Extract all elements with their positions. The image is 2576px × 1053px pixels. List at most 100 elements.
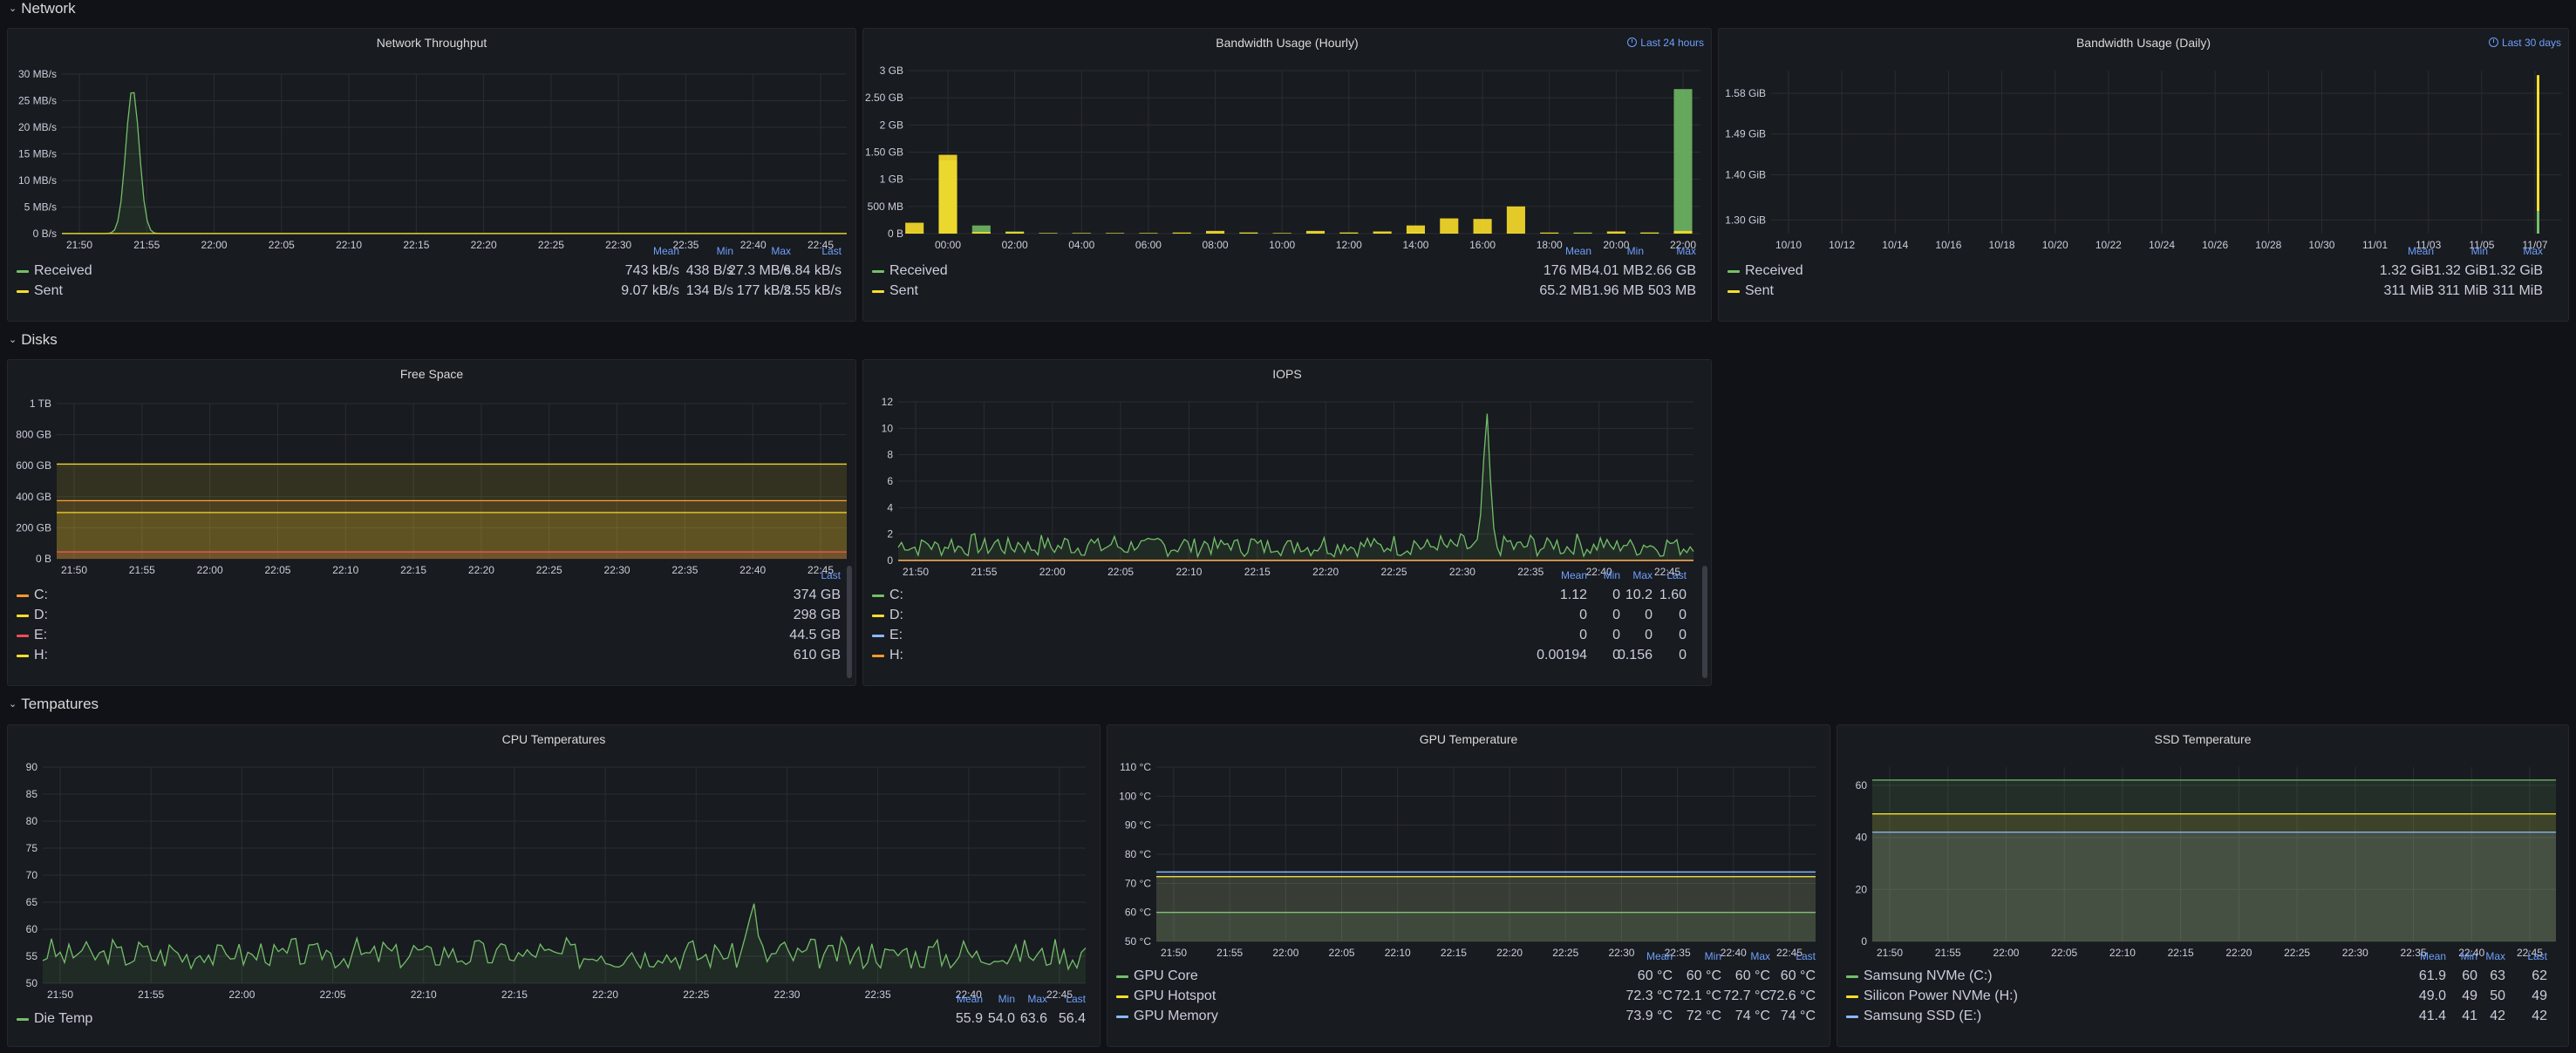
legend-item[interactable]: Received 743 kB/s 438 B/s 27.3 MB/s 6.84 kB/…	[8, 264, 855, 278]
panel-title[interactable]: Bandwidth Usage (Hourly)	[1216, 36, 1359, 50]
legend-column-last[interactable]: Last	[821, 245, 842, 257]
legend-item[interactable]: Samsung SSD (E:) 41.4 41 42 42	[1837, 1009, 2568, 1023]
legend-item[interactable]: GPU Core 60 °C 60 °C 60 °C 60 °C	[1107, 969, 1830, 983]
legend-column-min[interactable]: Min	[2460, 950, 2477, 962]
bar-sent-8[interactable]	[1172, 232, 1191, 234]
bar-sent-14[interactable]	[1373, 231, 1392, 234]
bar-sent-7[interactable]	[1139, 233, 1158, 234]
series-line-die-temp[interactable]	[42, 903, 1087, 971]
row-header-network[interactable]: ⌄ Network	[9, 0, 76, 19]
legend-column-min[interactable]: Min	[2470, 245, 2488, 257]
time-range-badge[interactable]: Last 24 hours	[1627, 37, 1704, 49]
bar-sent-21[interactable]	[1606, 231, 1625, 234]
legend-column-min[interactable]: Min	[1603, 569, 1620, 581]
legend-column-last[interactable]: Last	[1796, 950, 1816, 962]
series-line-received[interactable]	[62, 92, 847, 234]
legend-column-mean[interactable]: Mean	[652, 245, 679, 257]
panel-title[interactable]: GPU Temperature	[1419, 732, 1518, 746]
time-range-badge[interactable]: Last 30 days	[2488, 37, 2561, 49]
legend-item[interactable]: Silicon Power NVMe (H:) 49.0 49 50 49	[1837, 989, 2568, 1003]
bar-received[interactable]	[2537, 211, 2539, 234]
panel-title[interactable]: Network Throughput	[376, 36, 487, 50]
bar-sent-9[interactable]	[1206, 230, 1225, 234]
bar-sent-19[interactable]	[1540, 232, 1559, 234]
row-header-disks[interactable]: ⌄ Disks	[9, 329, 58, 350]
legend-item[interactable]: Die Temp 55.9 54.0 63.6 56.4	[8, 1012, 1100, 1026]
legend-column-mean[interactable]: Mean	[1564, 245, 1591, 257]
bar-received-2[interactable]	[971, 225, 991, 234]
row-header-temperatures[interactable]: ⌄ Tempatures	[9, 694, 99, 715]
legend-column-max[interactable]: Max	[2485, 950, 2505, 962]
legend-column-min[interactable]: Min	[716, 245, 733, 257]
legend-item[interactable]: GPU Hotspot 72.3 °C 72.1 °C 72.7 °C 72.6 °C	[1107, 989, 1830, 1003]
bar-sent-10[interactable]	[1239, 232, 1258, 234]
panel-cpu-temperatures[interactable]: CPU Temperatures 50 55 60 65 70 75 80 85 90 21:50 2…	[7, 724, 1101, 1047]
legend-item[interactable]: Sent 65.2 MB 1.96 MB 503 MB	[863, 284, 1711, 298]
legend-column-mean[interactable]: Mean	[2407, 245, 2434, 257]
legend-column-max[interactable]: Max	[1027, 993, 1047, 1005]
bar-received-23[interactable]	[1673, 89, 1693, 234]
legend-item[interactable]: E: 0 0 0 0	[863, 628, 1711, 642]
panel-bandwidth-daily[interactable]: Bandwidth Usage (Daily) Last 30 days 1.30 …	[1718, 28, 2569, 322]
bar-sent-15[interactable]	[1406, 225, 1425, 234]
bar-sent-18[interactable]	[1506, 206, 1525, 234]
bar-sent-23[interactable]	[1673, 230, 1693, 234]
legend-scrollbar[interactable]	[847, 566, 852, 678]
bar-sent-13[interactable]	[1339, 232, 1359, 234]
legend-column-max[interactable]: Max	[1750, 950, 1770, 962]
bar-sent-12[interactable]	[1305, 230, 1325, 234]
legend-column-max[interactable]: Max	[1676, 245, 1696, 257]
bar-sent-17[interactable]	[1473, 219, 1492, 234]
legend-item[interactable]: Received 176 MB 4.01 MB 2.66 GB	[863, 264, 1711, 278]
legend-item[interactable]: Received 1.32 GiB 1.32 GiB 1.32 GiB	[1719, 264, 2568, 278]
bar-sent[interactable]	[2537, 75, 2539, 212]
legend-item[interactable]: D: 0 0 0 0	[863, 608, 1711, 622]
legend-scrollbar[interactable]	[1702, 566, 1707, 678]
bar-sent-3[interactable]	[1005, 232, 1025, 234]
legend-item[interactable]: H: 0.00194 0 0.156 0	[863, 649, 1711, 662]
bar-sent-11[interactable]	[1272, 233, 1291, 234]
panel-ssd-temperature[interactable]: SSD Temperature 0 20 40 60 21:50 21:55 22:00 22:…	[1837, 724, 2569, 1047]
legend-item[interactable]: H: 610 GB	[8, 649, 855, 662]
panel-title[interactable]: CPU Temperatures	[501, 732, 606, 746]
legend-item[interactable]: D: 298 GB	[8, 608, 855, 622]
bar-sent-4[interactable]	[1039, 233, 1058, 234]
legend-column-max[interactable]: Max	[771, 245, 791, 257]
series-line-c-[interactable]	[897, 413, 1694, 559]
bar-sent-20[interactable]	[1573, 233, 1592, 234]
panel-title[interactable]: Free Space	[399, 367, 464, 381]
legend-item[interactable]: Sent 311 MiB 311 MiB 311 MiB	[1719, 284, 2568, 298]
bar-sent-0[interactable]	[905, 222, 924, 234]
legend-item[interactable]: C: 1.12 0 10.2 1.60	[863, 588, 1711, 602]
bar-sent-2[interactable]	[971, 232, 991, 234]
legend-column-mean[interactable]: Mean	[956, 993, 983, 1005]
panel-bandwidth-hourly[interactable]: Bandwidth Usage (Hourly) Last 24 hours 0 B…	[862, 28, 1712, 322]
bar-sent-6[interactable]	[1106, 233, 1125, 234]
legend-item[interactable]: E: 44.5 GB	[8, 628, 855, 642]
bar-sent-1[interactable]	[938, 154, 957, 234]
legend-item[interactable]: Sent 9.07 kB/s 134 B/s 177 kB/s 2.55 kB/s	[8, 284, 855, 298]
legend-item[interactable]: C: 374 GB	[8, 588, 855, 602]
panel-title[interactable]: SSD Temperature	[2154, 732, 2252, 746]
legend-column-mean[interactable]: Mean	[2419, 950, 2446, 962]
legend-column-last[interactable]: Last	[1066, 993, 1086, 1005]
legend-column-last[interactable]: Last	[821, 569, 841, 581]
panel-title[interactable]: Bandwidth Usage (Daily)	[2075, 36, 2211, 50]
bar-sent-5[interactable]	[1072, 233, 1091, 234]
legend-column-last[interactable]: Last	[2527, 950, 2547, 962]
legend-item[interactable]: GPU Memory 73.9 °C 72 °C 74 °C 74 °C	[1107, 1009, 1830, 1023]
panel-title[interactable]: IOPS	[1272, 367, 1302, 381]
panel-iops[interactable]: IOPS 0 2 4 6 8 10 12 21:50 21:55 22:00 22:05 22:10 22…	[862, 359, 1712, 686]
panel-network-throughput[interactable]: Network Throughput 0 B/s 5 MB/s 10 MB/s 15 M…	[7, 28, 856, 322]
bar-received-20[interactable]	[1573, 232, 1592, 234]
legend-column-max[interactable]: Max	[1632, 569, 1653, 581]
legend-column-min[interactable]: Min	[998, 993, 1015, 1005]
bar-sent-22[interactable]	[1640, 232, 1659, 234]
legend-item[interactable]: Samsung NVMe (C:) 61.9 60 63 62	[1837, 969, 2568, 983]
panel-gpu-temperature[interactable]: GPU Temperature 50 °C 60 °C 70 °C 80 °C 90 °C…	[1107, 724, 1830, 1047]
legend-column-last[interactable]: Last	[1666, 569, 1687, 581]
legend-column-min[interactable]: Min	[1626, 245, 1644, 257]
legend-column-mean[interactable]: Mean	[1560, 569, 1587, 581]
legend-column-mean[interactable]: Mean	[1646, 950, 1673, 962]
legend-column-max[interactable]: Max	[2523, 245, 2543, 257]
